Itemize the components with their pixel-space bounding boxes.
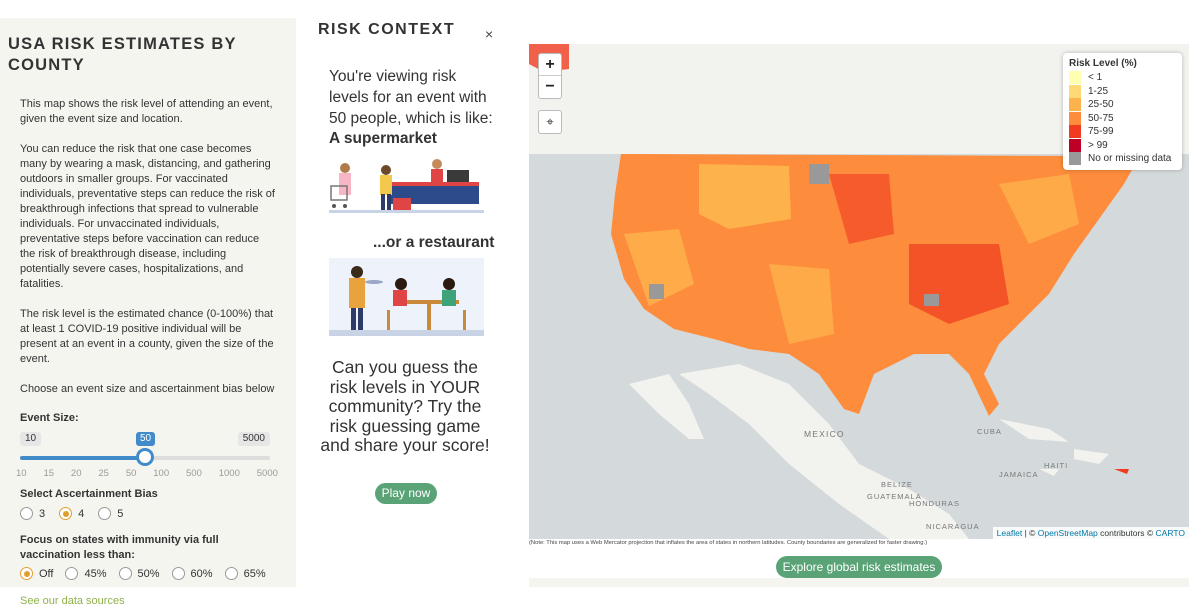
bias-radio-group: 3 4 5: [20, 507, 276, 520]
slider-ticks: 10 15 20 25 50 100 500 1000 5000: [16, 468, 278, 479]
radio-label: 5: [117, 507, 124, 520]
guessing-game-prompt: Can you guess the risk levels in YOUR co…: [320, 357, 490, 455]
zoom-out-button[interactable]: −: [545, 78, 555, 95]
sidebar-title: USA RISK ESTIMATES BY COUNTY: [8, 35, 237, 74]
top-strip: [0, 0, 1200, 18]
carto-link[interactable]: CARTO: [1155, 528, 1185, 538]
radio-circle[interactable]: [65, 567, 79, 580]
legend-item: 1-25: [1069, 84, 1176, 99]
intro-text: This map shows the risk level of attendi…: [20, 98, 273, 125]
zoom-in-button[interactable]: +: [539, 54, 561, 76]
legend-item: 50-75: [1069, 111, 1176, 126]
close-icon[interactable]: ×: [485, 26, 494, 42]
radio-circle[interactable]: [224, 567, 238, 580]
label-haiti: HAITI: [1044, 461, 1068, 470]
radio-circle[interactable]: [20, 507, 33, 520]
slider-tick: 100: [153, 468, 170, 479]
slider-min-label: 10: [20, 432, 42, 446]
projection-note: (Note: This map uses a Web Mercator proj…: [529, 540, 928, 546]
prevention-text: You can reduce the risk that one case be…: [20, 143, 275, 290]
focus-option-60[interactable]: 60%: [171, 567, 213, 580]
slider-fill: [20, 456, 145, 460]
label-cuba: CUBA: [977, 427, 1002, 436]
radio-label: Off: [39, 567, 54, 580]
slider-tick: 20: [70, 468, 82, 479]
label-jamaica: JAMAICA: [999, 470, 1039, 479]
zoom-control: + −: [538, 53, 562, 99]
radio-circle-selected[interactable]: [59, 507, 73, 520]
event-size-slider[interactable]: 10 50 5000 10 15 20 25 50 100 500 1000 5…: [16, 430, 278, 482]
focus-option-50[interactable]: 50%: [118, 567, 160, 580]
attribution-contributors: contributors ©: [1097, 528, 1156, 538]
focus-radio-group: Off 45% 50% 60% 65%: [20, 567, 276, 580]
label-mexico: MEXICO: [804, 429, 845, 439]
bottom-strip: [529, 578, 1189, 587]
event-size-label: Event Size:: [20, 412, 79, 424]
slider-max-label: 5000: [237, 432, 270, 446]
slider-current-label: 50: [136, 432, 156, 446]
focus-option-45[interactable]: 45%: [65, 567, 107, 580]
focus-option-65[interactable]: 65%: [224, 567, 266, 580]
bias-option-4[interactable]: 4: [59, 507, 84, 520]
radio-label: 60%: [190, 567, 213, 580]
label-belize: BELIZE: [881, 480, 913, 489]
explore-global-button[interactable]: Explore global risk estimates: [776, 556, 942, 578]
radio-circle[interactable]: [98, 507, 112, 520]
restaurant-illustration: [329, 258, 484, 336]
focus-option-off[interactable]: Off: [20, 567, 53, 580]
instruction-text: Choose an event size and ascertainment b…: [20, 383, 275, 395]
risk-map[interactable]: MEXICO CUBA HAITI JAMAICA BELIZE GUATEMA…: [529, 44, 1189, 539]
radio-label: 50%: [137, 567, 160, 580]
definition-text: The risk level is the estimated chance (…: [20, 308, 274, 365]
slider-tick: 5000: [256, 468, 278, 479]
locate-icon[interactable]: ⌖: [538, 110, 562, 134]
radio-label: 4: [78, 507, 85, 520]
radio-circle[interactable]: [171, 567, 185, 580]
label-honduras: HONDURAS: [909, 499, 960, 508]
slider-tick: 1000: [218, 468, 240, 479]
slider-tick: 50: [125, 468, 137, 479]
example-supermarket: A supermarket: [329, 130, 437, 147]
legend-item: 25-50: [1069, 98, 1176, 112]
legend-item: No or missing data: [1069, 152, 1176, 166]
radio-label: 65%: [243, 567, 266, 580]
risk-legend: Risk Level (%) < 1 1-25 25-50 50-75 75-9…: [1063, 53, 1182, 170]
right-margin: [1189, 44, 1200, 539]
example-restaurant: ...or a restaurant: [373, 234, 495, 251]
radio-label: 3: [39, 507, 46, 520]
context-lead: You're viewing risk levels for an event …: [329, 68, 493, 127]
sidebar: USA RISK ESTIMATES BY COUNTY This map sh…: [0, 18, 296, 607]
attribution-separator: | ©: [1022, 528, 1038, 538]
label-guatemala: GUATEMALA: [867, 492, 922, 501]
leaflet-link[interactable]: Leaflet: [996, 528, 1023, 538]
slider-tick: 500: [186, 468, 202, 479]
slider-tick: 25: [98, 468, 109, 479]
supermarket-illustration: [329, 159, 484, 213]
bias-option-5[interactable]: 5: [98, 507, 123, 520]
legend-item: > 99: [1069, 138, 1176, 153]
play-now-button[interactable]: Play now: [375, 483, 437, 504]
legend-item: < 1: [1069, 71, 1176, 85]
focus-label: Focus on states with immunity via full v…: [20, 534, 219, 561]
label-nicaragua: NICARAGUA: [926, 522, 980, 531]
slider-tick: 15: [43, 468, 55, 479]
radio-circle[interactable]: [118, 567, 132, 580]
bias-option-3[interactable]: 3: [20, 507, 45, 520]
map-attribution: Leaflet | © OpenStreetMap contributors ©…: [992, 527, 1189, 539]
slider-handle[interactable]: [136, 448, 154, 466]
legend-title: Risk Level (%): [1069, 58, 1137, 69]
slider-tick: 10: [16, 468, 27, 479]
risk-context-panel: RISK CONTEXT × You're viewing risk level…: [305, 18, 505, 518]
radio-circle-selected[interactable]: [20, 567, 33, 580]
osm-link[interactable]: OpenStreetMap: [1037, 528, 1098, 538]
context-title: RISK CONTEXT: [318, 21, 456, 38]
legend-item: 75-99: [1069, 125, 1176, 139]
radio-label: 45%: [84, 567, 107, 580]
data-sources-link[interactable]: See our data sources: [20, 595, 125, 607]
bias-label: Select Ascertainment Bias: [20, 488, 158, 500]
